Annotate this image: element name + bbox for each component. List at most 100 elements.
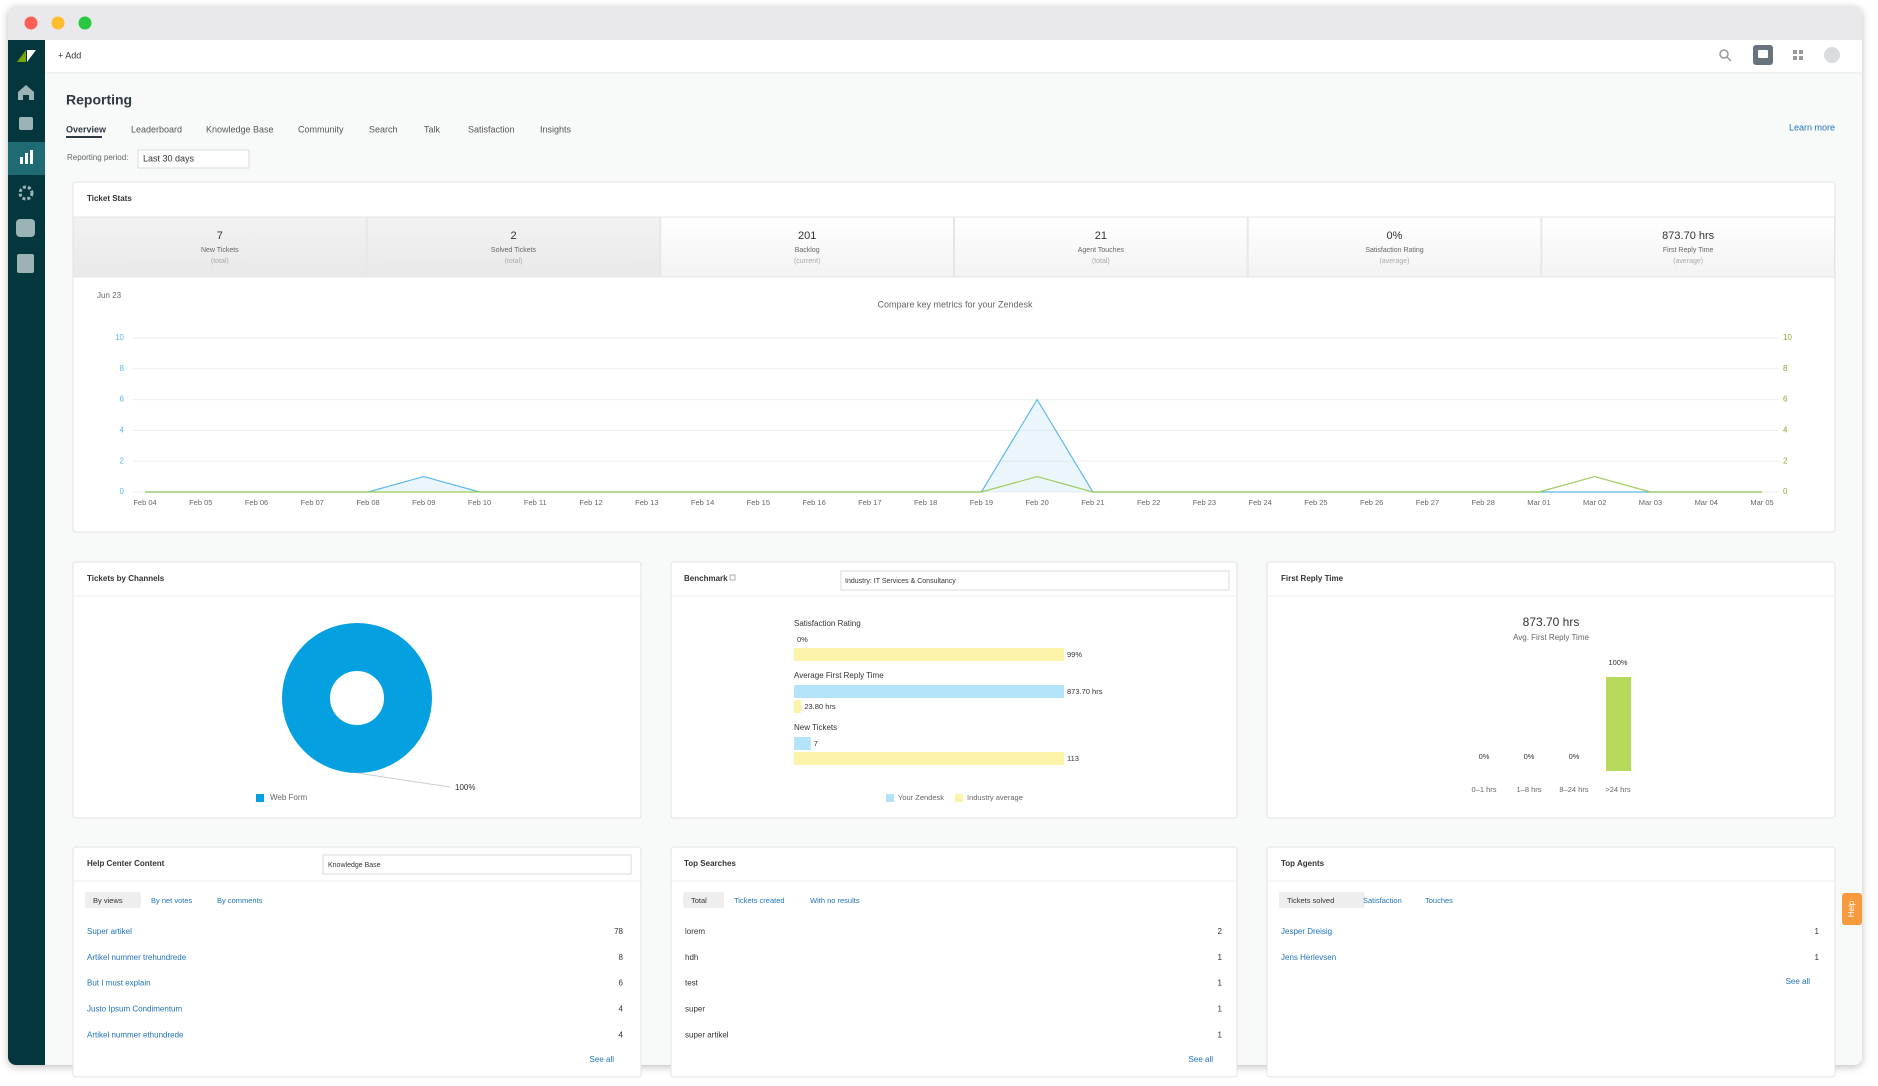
stat-cell[interactable] <box>1247 216 1542 278</box>
list-link[interactable]: Jens Herlevsen <box>1281 953 1336 962</box>
stat-cell[interactable] <box>366 216 661 278</box>
x-tick-label: Mar 01 <box>1527 498 1550 507</box>
stat-cell[interactable] <box>954 216 1248 278</box>
nav-tab[interactable]: Talk <box>424 124 441 134</box>
tab-selected[interactable] <box>1279 892 1365 908</box>
list-count: 78 <box>614 927 623 936</box>
list-tab[interactable]: Total <box>691 896 707 905</box>
y-tick-label: 2 <box>120 456 125 465</box>
list-tab[interactable]: Tickets solved <box>1287 896 1334 905</box>
stat-note: (total) <box>211 258 229 265</box>
zoom-button[interactable] <box>78 16 92 30</box>
list-item: hdh <box>685 953 698 962</box>
nav-tab[interactable]: Knowledge Base <box>206 124 274 134</box>
legend-swatch <box>886 794 894 802</box>
nav-tab[interactable]: Satisfaction <box>468 124 515 134</box>
stat-note: (current) <box>794 258 820 265</box>
pie-value-label: 100% <box>455 783 475 792</box>
y-tick-label: 6 <box>120 395 125 404</box>
see-all-link[interactable]: See all <box>1786 977 1811 986</box>
stat-label: Satisfaction Rating <box>1365 247 1423 254</box>
list-link[interactable]: Artikel nummer ethundrede <box>87 1030 184 1039</box>
list-count: 1 <box>1815 927 1820 936</box>
tab-selected[interactable] <box>85 892 141 908</box>
legend-label: Your Zendesk <box>898 793 944 802</box>
reporting-icon <box>20 150 33 164</box>
nav-tab[interactable]: Overview <box>66 124 107 134</box>
help-button[interactable] <box>1842 893 1862 925</box>
list-link[interactable]: Jesper Dreisig <box>1281 927 1332 936</box>
apps-icon[interactable] <box>1793 50 1803 60</box>
list-count: 6 <box>619 979 624 988</box>
bar-value-label: 23.80 hrs <box>804 702 836 711</box>
list-tab[interactable]: Touches <box>1425 896 1453 905</box>
y2-tick-label: 2 <box>1783 456 1788 465</box>
list-count: 1 <box>1218 1005 1223 1014</box>
x-tick-label: Feb 11 <box>524 498 547 507</box>
stat-value: 201 <box>798 230 816 242</box>
close-button[interactable] <box>24 16 38 30</box>
list-tab[interactable]: With no results <box>810 896 860 905</box>
y2-tick-label: 10 <box>1783 333 1792 342</box>
stat-cell[interactable] <box>660 216 954 278</box>
stat-cell[interactable] <box>73 216 367 278</box>
bar <box>794 737 811 750</box>
x-tick-label: 0–1 hrs <box>1471 785 1496 794</box>
list-tab[interactable]: By comments <box>217 896 263 905</box>
x-tick-label: Feb 17 <box>858 498 881 507</box>
panel-title: Help Center Content <box>87 859 165 868</box>
x-tick-label: Mar 02 <box>1583 498 1606 507</box>
list-tab[interactable]: By views <box>93 896 123 905</box>
bar-value-label: 873.70 hrs <box>1067 687 1103 696</box>
list-tab[interactable]: By net votes <box>151 896 193 905</box>
admin-icon[interactable] <box>18 185 34 201</box>
period-select[interactable] <box>137 149 250 169</box>
y-tick-label: 0 <box>120 487 125 496</box>
home-icon[interactable] <box>18 85 34 100</box>
list-link[interactable]: Super artikel <box>87 927 132 936</box>
app-icon-2[interactable] <box>17 254 34 273</box>
list-link[interactable]: Artikel nummer trehundrede <box>87 953 187 962</box>
sidebar-logo[interactable] <box>17 50 36 62</box>
app-icon-1[interactable] <box>16 219 35 237</box>
y-tick-label: 10 <box>115 333 124 342</box>
tab-selected[interactable] <box>683 892 724 908</box>
channels-panel <box>72 561 642 819</box>
bar <box>794 685 1064 698</box>
industry-select[interactable] <box>840 570 1230 591</box>
first-reply-headline: 873.70 hrs <box>1523 615 1580 629</box>
stat-cell[interactable] <box>1541 216 1836 278</box>
nav-tab[interactable]: Leaderboard <box>131 124 182 134</box>
views-icon[interactable] <box>19 117 33 130</box>
x-tick-label: Feb 21 <box>1081 498 1104 507</box>
list-tab[interactable]: Tickets created <box>734 896 785 905</box>
x-tick-label: Feb 06 <box>245 498 268 507</box>
stat-value: 0% <box>1387 230 1403 242</box>
user-avatar[interactable] <box>1824 47 1840 63</box>
list-tab[interactable]: Satisfaction <box>1363 896 1402 905</box>
list-link[interactable]: Justo Ipsum Condimentum <box>87 1005 182 1014</box>
search-icon[interactable] <box>1719 49 1732 62</box>
nav-tab[interactable]: Community <box>298 124 344 134</box>
nav-tab[interactable]: Search <box>369 124 398 134</box>
add-button[interactable]: + Add <box>58 50 81 60</box>
panel-title: Top Searches <box>684 859 736 868</box>
list-count: 4 <box>619 1030 624 1039</box>
bar <box>1606 677 1631 771</box>
content-select[interactable] <box>322 854 632 875</box>
external-link-icon[interactable] <box>729 574 736 581</box>
x-tick-label: Mar 04 <box>1695 498 1718 507</box>
minimize-button[interactable] <box>51 16 65 30</box>
list-link[interactable]: But I must explain <box>87 979 151 988</box>
see-all-link[interactable]: See all <box>590 1055 615 1064</box>
nav-tab[interactable]: Insights <box>540 124 572 134</box>
x-tick-label: >24 hrs <box>1605 785 1630 794</box>
x-tick-label: 1–8 hrs <box>1516 785 1541 794</box>
panel-title: Ticket Stats <box>87 194 132 203</box>
chart-corner-label: Jun 23 <box>97 291 122 300</box>
learn-more-link[interactable]: Learn more <box>1789 122 1835 132</box>
top-agents-panel <box>1266 846 1836 1078</box>
x-tick-label: Feb 22 <box>1137 498 1160 507</box>
title-bar <box>8 6 1862 40</box>
see-all-link[interactable]: See all <box>1189 1055 1214 1064</box>
